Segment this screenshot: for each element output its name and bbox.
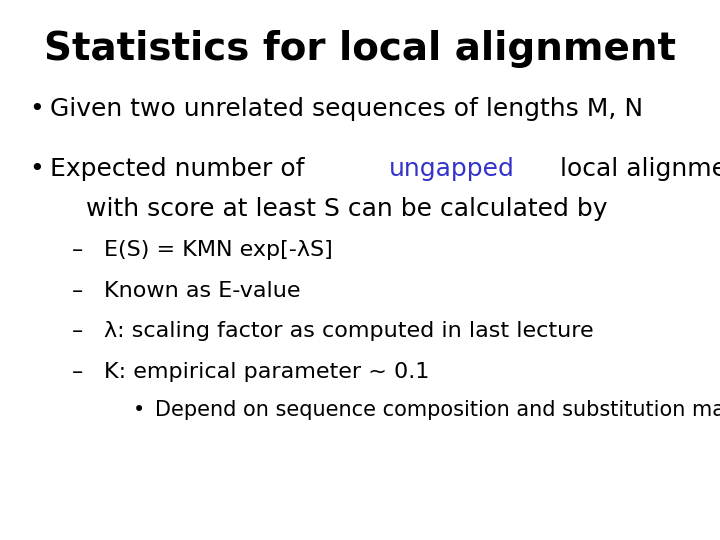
Text: local alignments: local alignments (552, 157, 720, 180)
Text: Given two unrelated sequences of lengths M, N: Given two unrelated sequences of lengths… (50, 97, 644, 121)
Text: Expected number of: Expected number of (50, 157, 313, 180)
Text: •: • (29, 157, 43, 180)
Text: λ: scaling factor as computed in last lecture: λ: scaling factor as computed in last le… (104, 321, 594, 341)
Text: Depend on sequence composition and substitution matrix: Depend on sequence composition and subst… (155, 400, 720, 420)
Text: E(S) = KMN exp[-λS]: E(S) = KMN exp[-λS] (104, 240, 333, 260)
Text: –: – (72, 362, 84, 382)
Text: •: • (133, 400, 145, 420)
Text: K: empirical parameter ~ 0.1: K: empirical parameter ~ 0.1 (104, 362, 430, 382)
Text: –: – (72, 240, 84, 260)
Text: •: • (29, 97, 43, 121)
Text: ungapped: ungapped (389, 157, 515, 180)
Text: –: – (72, 281, 84, 301)
Text: Statistics for local alignment: Statistics for local alignment (44, 30, 676, 68)
Text: Known as E-value: Known as E-value (104, 281, 301, 301)
Text: –: – (72, 321, 84, 341)
Text: with score at least S can be calculated by: with score at least S can be calculated … (86, 197, 608, 221)
